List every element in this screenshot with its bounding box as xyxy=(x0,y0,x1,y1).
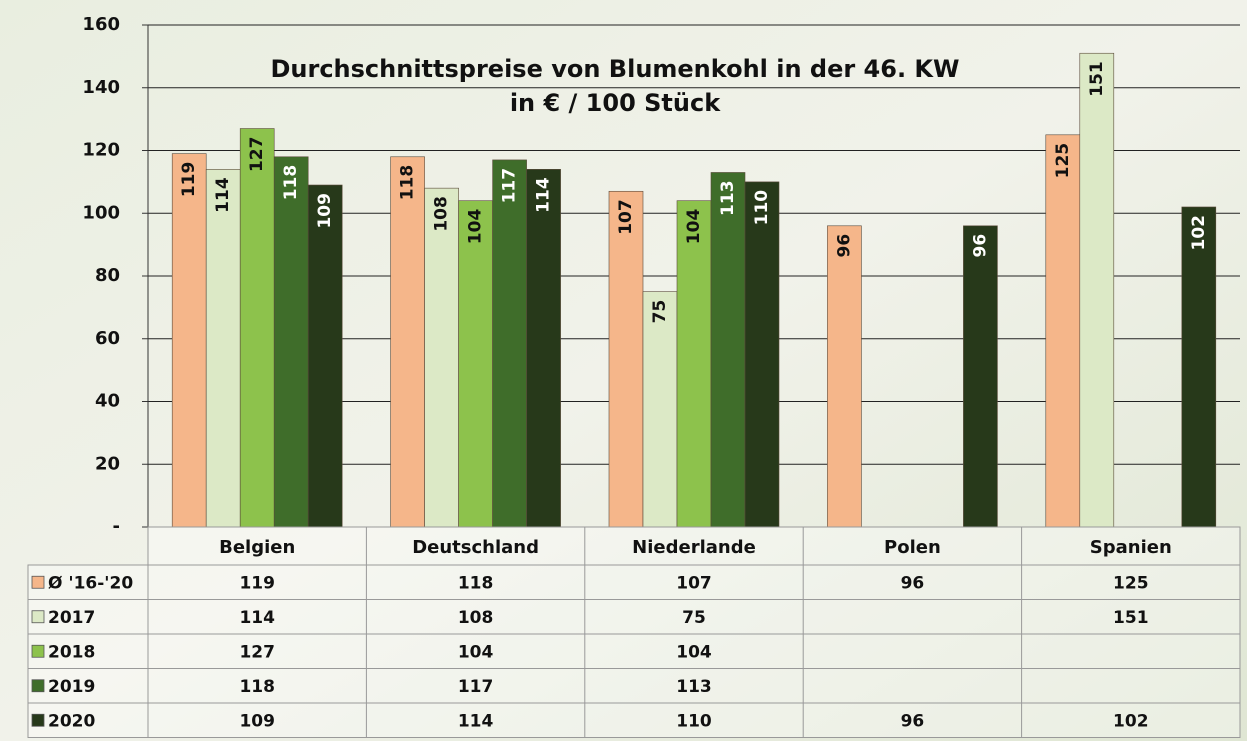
data-label: 96 xyxy=(834,234,854,258)
table-cell: 110 xyxy=(676,711,712,731)
data-label: 117 xyxy=(500,168,520,204)
data-label: 107 xyxy=(616,199,636,235)
bar xyxy=(458,200,493,528)
table-cell: 107 xyxy=(676,573,712,593)
bar xyxy=(744,181,780,528)
y-tick-label: 40 xyxy=(95,391,120,412)
data-label: 119 xyxy=(179,162,199,198)
table-cell: 119 xyxy=(239,573,275,593)
legend-key xyxy=(31,713,45,727)
bar xyxy=(526,169,561,528)
table-cell: 109 xyxy=(239,711,275,731)
bar xyxy=(676,200,712,528)
bar xyxy=(492,159,527,528)
table-cell: 117 xyxy=(458,677,494,697)
y-tick-label: 120 xyxy=(82,140,120,161)
table-cell: 104 xyxy=(458,642,494,662)
table-cell: 113 xyxy=(676,677,712,697)
bar xyxy=(1045,134,1081,528)
table-cell: 102 xyxy=(1113,711,1149,731)
y-tick-label: 100 xyxy=(82,202,120,223)
data-label: 113 xyxy=(718,180,738,216)
data-label: 110 xyxy=(752,190,772,226)
legend-label: 2019 xyxy=(48,677,95,697)
chart-title: Durchschnittspreise von Blumenkohl in de… xyxy=(270,55,959,83)
bar xyxy=(1181,206,1217,528)
table-cell: 114 xyxy=(458,711,494,731)
data-label: 104 xyxy=(684,209,704,245)
bar xyxy=(1079,52,1115,528)
data-label: 114 xyxy=(534,177,554,213)
legend-key xyxy=(31,575,45,589)
y-tick-label: 140 xyxy=(82,77,120,98)
y-tick-label: 20 xyxy=(95,453,120,474)
bar xyxy=(239,128,275,528)
table-cell: 104 xyxy=(676,642,712,662)
table-label-bg xyxy=(27,564,149,738)
x-tick-label: Spanien xyxy=(1090,537,1172,558)
table-cell: 118 xyxy=(458,573,494,593)
bar xyxy=(171,153,207,528)
data-label: 118 xyxy=(398,165,418,201)
chart-subtitle: in € / 100 Stück xyxy=(510,89,721,117)
bar xyxy=(205,169,241,528)
data-label: 96 xyxy=(970,234,990,258)
legend-key xyxy=(31,679,45,693)
data-label: 75 xyxy=(650,300,670,324)
legend-key xyxy=(31,644,45,658)
x-tick-label: Deutschland xyxy=(412,537,539,558)
table-cell: 96 xyxy=(901,711,925,731)
table-cell: 108 xyxy=(458,608,494,628)
data-label: 102 xyxy=(1189,215,1209,251)
y-tick-label: 160 xyxy=(82,14,120,35)
data-label: 118 xyxy=(281,165,301,201)
y-tick-label: - xyxy=(113,516,120,537)
table-cell: 127 xyxy=(239,642,275,662)
y-tick-label: 80 xyxy=(95,265,120,286)
legend-key xyxy=(31,610,45,624)
y-tick-label: 60 xyxy=(95,328,120,349)
data-label: 108 xyxy=(432,196,452,232)
legend-label: Ø '16-'20 xyxy=(48,573,133,593)
table-cell: 75 xyxy=(682,608,706,628)
table-cell: 118 xyxy=(239,677,275,697)
legend-label: 2018 xyxy=(48,642,95,662)
table-cell: 96 xyxy=(901,573,925,593)
bar xyxy=(307,184,343,528)
x-tick-label: Belgien xyxy=(219,537,295,558)
bar xyxy=(273,156,309,528)
x-tick-label: Polen xyxy=(884,537,941,558)
legend-label: 2017 xyxy=(48,608,95,628)
bar xyxy=(642,291,678,528)
bar xyxy=(608,190,644,528)
data-label: 104 xyxy=(466,209,486,245)
data-label: 125 xyxy=(1053,143,1073,179)
data-label: 127 xyxy=(247,137,267,173)
bar xyxy=(424,187,459,528)
table-bg xyxy=(147,526,1241,738)
table-cell: 125 xyxy=(1113,573,1149,593)
data-label: 151 xyxy=(1087,61,1107,97)
bar xyxy=(827,225,862,528)
x-tick-label: Niederlande xyxy=(632,537,756,558)
table-cell: 114 xyxy=(239,608,275,628)
data-label: 114 xyxy=(213,177,233,213)
bar xyxy=(390,156,425,528)
data-label: 109 xyxy=(315,193,335,229)
table-cell: 151 xyxy=(1113,608,1149,628)
bar xyxy=(710,172,746,528)
bar xyxy=(963,225,998,528)
legend-label: 2020 xyxy=(48,711,95,731)
